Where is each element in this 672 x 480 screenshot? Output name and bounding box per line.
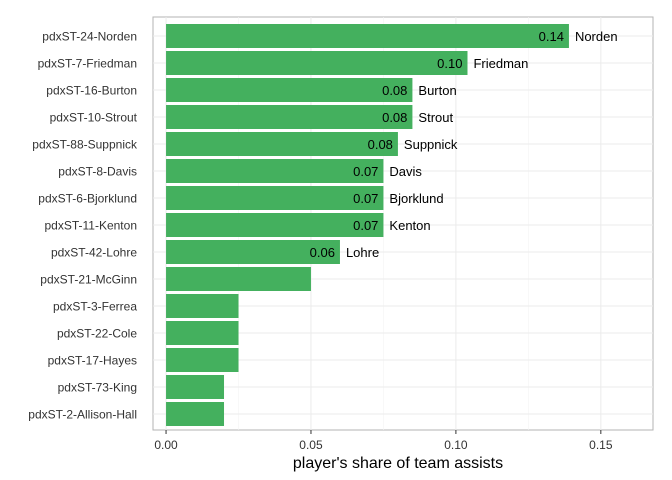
name-label: Norden [575, 29, 618, 44]
value-label: 0.08 [382, 83, 407, 98]
bar [166, 321, 239, 345]
x-axis-title: player's share of team assists [293, 455, 503, 472]
category-label: pdxST-16-Burton [46, 84, 137, 98]
name-label: Kenton [389, 218, 430, 233]
bar [166, 240, 340, 264]
category-label: pdxST-17-Hayes [48, 354, 137, 368]
bar [166, 51, 468, 75]
bar [166, 78, 413, 102]
category-label: pdxST-8-Davis [58, 165, 137, 179]
name-label: Suppnick [404, 137, 458, 152]
category-label: pdxST-21-McGinn [40, 273, 137, 287]
value-label: 0.07 [353, 191, 378, 206]
x-axis-ticks: 0.00 0.05 0.10 0.15 [154, 430, 613, 452]
value-label: 0.06 [310, 245, 335, 260]
bar [166, 159, 384, 183]
value-label: 0.07 [353, 164, 378, 179]
category-label: pdxST-11-Kenton [44, 219, 137, 233]
value-label: 0.08 [382, 110, 407, 125]
name-label: Friedman [473, 56, 528, 71]
name-label: Burton [418, 83, 456, 98]
bars: 0.14 Norden 0.10 Friedman 0.08 Burton 0.08 Stro… [166, 24, 618, 426]
category-label: pdxST-10-Strout [50, 111, 138, 125]
category-label: pdxST-7-Friedman [38, 57, 137, 71]
value-label: 0.10 [437, 56, 462, 71]
bar [166, 402, 225, 426]
category-label: pdxST-73-King [58, 381, 137, 395]
x-tick-label: 0.05 [299, 438, 323, 452]
value-label: 0.14 [539, 29, 564, 44]
name-label: Lohre [346, 245, 379, 260]
category-label: pdxST-24-Norden [42, 30, 137, 44]
bar [166, 348, 239, 372]
name-label: Davis [389, 164, 422, 179]
category-label: pdxST-3-Ferrea [53, 300, 137, 314]
bar [166, 375, 225, 399]
name-label: Bjorklund [389, 191, 443, 206]
category-label: pdxST-42-Lohre [51, 246, 137, 260]
x-tick-label: 0.10 [444, 438, 468, 452]
bar [166, 132, 398, 156]
bar [166, 186, 384, 210]
category-label: pdxST-22-Cole [57, 327, 137, 341]
x-tick-label: 0.00 [154, 438, 178, 452]
x-tick-label: 0.15 [589, 438, 613, 452]
bar [166, 267, 311, 291]
category-label: pdxST-88-Suppnick [32, 138, 138, 152]
bar [166, 24, 569, 48]
value-label: 0.07 [353, 218, 378, 233]
bar [166, 213, 384, 237]
name-label: Strout [418, 110, 453, 125]
category-label: pdxST-2-Allison-Hall [28, 408, 137, 422]
bar [166, 105, 413, 129]
category-label: pdxST-6-Bjorklund [38, 192, 137, 206]
bar [166, 294, 239, 318]
y-axis-labels: pdxST-24-Norden pdxST-7-Friedman pdxST-16-… [28, 30, 138, 422]
value-label: 0.08 [368, 137, 393, 152]
